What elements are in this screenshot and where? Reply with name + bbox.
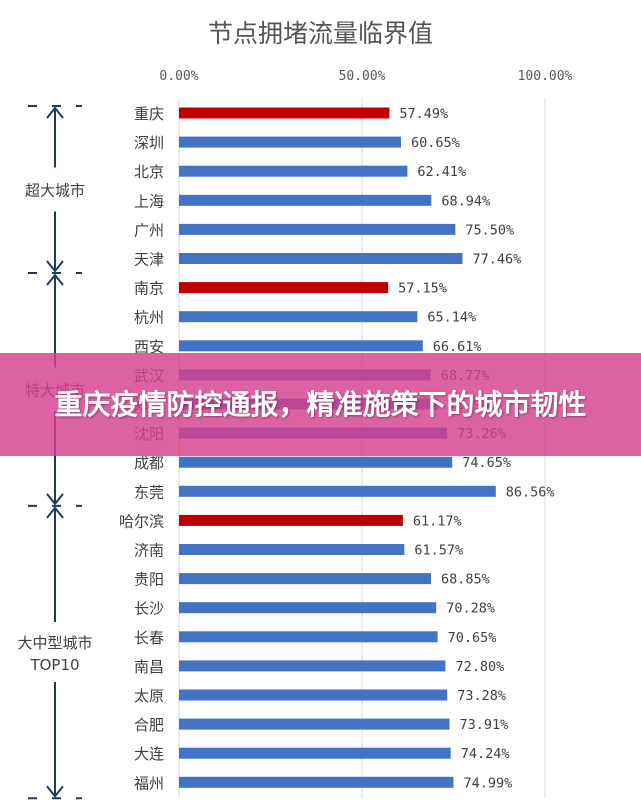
bar (179, 573, 431, 585)
category-label: 深圳 (134, 134, 164, 152)
data-label: 68.94% (441, 193, 490, 209)
x-tick-label: 100.00% (518, 69, 573, 84)
data-label: 66.61% (433, 339, 482, 355)
chart-title: 节点拥堵流量临界值 (207, 19, 433, 48)
group-label: 大中型城市 (17, 634, 92, 652)
data-label: 75.50% (465, 222, 514, 238)
category-label: 合肥 (134, 716, 164, 734)
bar (179, 340, 423, 352)
bracket-arrowhead (46, 106, 64, 119)
bar (179, 631, 438, 643)
bar (179, 253, 463, 264)
data-label: 61.17% (413, 513, 462, 529)
bar (179, 602, 437, 614)
bar (179, 544, 405, 555)
category-label: 北京 (134, 163, 164, 181)
data-label: 72.80% (455, 659, 504, 675)
data-label: 62.41% (417, 164, 466, 180)
category-label: 广州 (134, 221, 164, 239)
category-label: 南京 (134, 280, 164, 298)
category-label: 太原 (134, 687, 164, 705)
bar (179, 282, 389, 294)
data-label: 57.15% (398, 281, 447, 297)
data-label: 61.57% (414, 543, 463, 559)
bar (179, 660, 446, 672)
data-label: 68.85% (441, 572, 490, 588)
bar (179, 311, 418, 323)
bar (179, 194, 432, 206)
bar (179, 514, 403, 526)
category-label: 重庆 (134, 105, 164, 123)
category-label: 天津 (134, 251, 164, 269)
category-label: 杭州 (134, 309, 164, 327)
bracket-arrowhead (46, 506, 64, 519)
category-label: 大连 (134, 745, 164, 763)
category-label: 济南 (134, 542, 164, 560)
data-label: 77.46% (473, 252, 522, 268)
data-label: 74.24% (461, 746, 510, 762)
category-label: 福州 (134, 774, 164, 792)
category-label: 上海 (134, 192, 164, 210)
bar (179, 107, 390, 119)
data-label: 74.65% (462, 455, 511, 471)
x-tick-label: 0.00% (159, 69, 198, 84)
bar (179, 776, 454, 788)
data-label: 74.99% (463, 775, 512, 791)
x-tick-label: 50.00% (339, 69, 386, 84)
headline-text: 重庆疫情防控通报，精准施策下的城市韧性 (54, 388, 587, 421)
category-label: 东莞 (134, 483, 164, 501)
data-label: 65.14% (427, 310, 476, 326)
bar (179, 456, 453, 468)
category-label: 贵阳 (134, 571, 164, 589)
data-label: 73.91% (460, 717, 509, 733)
bar (179, 485, 496, 497)
bar (179, 136, 401, 148)
bracket-arrowhead (46, 493, 64, 506)
data-label: 70.65% (448, 630, 497, 646)
group-label: TOP10 (29, 656, 79, 674)
bar (179, 718, 450, 730)
bracket-arrowhead (46, 260, 64, 273)
headline-banner: 重庆疫情防控通报，精准施策下的城市韧性 (0, 353, 641, 456)
category-label: 成都 (134, 454, 164, 472)
bar (179, 747, 451, 759)
bar (179, 165, 408, 177)
bracket-arrowhead (46, 273, 64, 286)
bracket-arrowhead (46, 785, 64, 798)
bar (179, 223, 456, 235)
data-label: 57.49% (399, 106, 448, 122)
group-label: 超大城市 (25, 182, 85, 200)
data-label: 86.56% (506, 484, 555, 500)
category-label: 哈尔滨 (119, 512, 164, 530)
data-label: 60.65% (411, 135, 460, 151)
category-label: 长春 (134, 629, 164, 647)
category-label: 长沙 (134, 600, 164, 618)
data-label: 70.28% (446, 601, 495, 617)
data-label: 73.28% (457, 688, 506, 704)
category-label: 西安 (134, 338, 164, 356)
bar (179, 689, 448, 701)
category-label: 南昌 (134, 658, 164, 676)
